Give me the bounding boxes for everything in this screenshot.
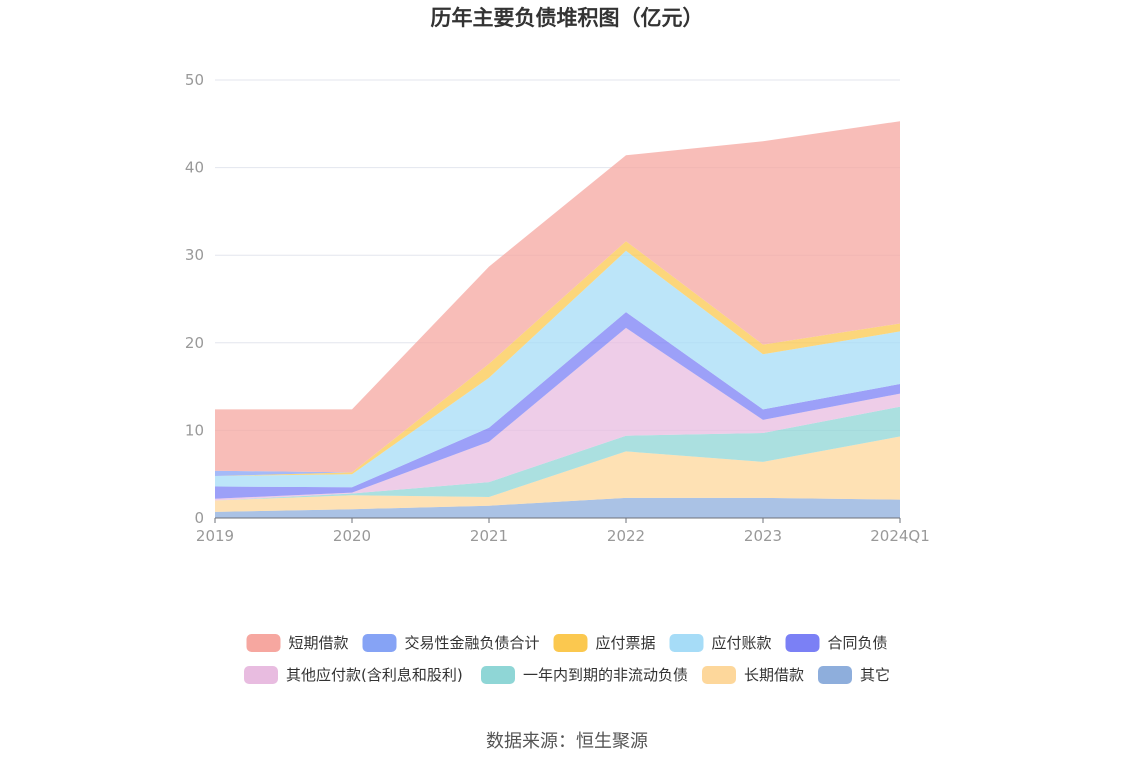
source-note: 数据来源：恒生聚源	[486, 731, 648, 752]
legend-label: 短期借款	[289, 634, 349, 652]
legend-label: 其他应付款(含利息和股利)	[286, 666, 463, 684]
area-series-应付账款[interactable]	[215, 250, 900, 488]
legend-swatch	[481, 666, 515, 684]
x-tick-label: 2023	[744, 527, 782, 545]
y-tick-label: 10	[185, 421, 204, 439]
x-tick-label: 2024Q1	[870, 527, 930, 545]
y-tick-label: 50	[185, 71, 204, 89]
x-tick-label: 2022	[607, 527, 645, 545]
x-tick-label: 2019	[196, 527, 234, 545]
legend-item[interactable]: 合同负债	[785, 634, 888, 652]
legend-item[interactable]: 应付票据	[553, 634, 656, 652]
legend-item[interactable]: 交易性金融负债合计	[362, 634, 540, 652]
area-series-一年内到期的非流动负债[interactable]	[215, 406, 900, 501]
y-tick-label: 40	[185, 159, 204, 177]
legend-item[interactable]: 其他应付款(含利息和股利)	[244, 666, 463, 684]
legend-swatch	[246, 634, 281, 652]
legend-label: 其它	[860, 666, 890, 684]
legend-swatch	[362, 634, 397, 652]
legend-swatch	[702, 666, 736, 684]
legend-label: 应付账款	[712, 634, 772, 652]
y-tick-label: 0	[194, 509, 204, 527]
legend-label: 交易性金融负债合计	[405, 634, 540, 652]
legend-item[interactable]: 一年内到期的非流动负债	[481, 666, 688, 684]
legend-label: 长期借款	[744, 666, 804, 684]
legend-label: 合同负债	[828, 634, 888, 652]
legend-item[interactable]: 应付账款	[669, 634, 772, 652]
x-tick-label: 2020	[333, 527, 371, 545]
legend-item[interactable]: 短期借款	[246, 634, 349, 652]
legend-label: 一年内到期的非流动负债	[523, 666, 688, 684]
area-series-其他应付款(含利息和股利)[interactable]	[215, 327, 900, 501]
area-layer	[215, 121, 900, 518]
x-tick-label: 2021	[470, 527, 508, 545]
y-tick-label: 20	[185, 334, 204, 352]
y-tick-label: 30	[185, 246, 204, 264]
legend-label: 应付票据	[596, 634, 656, 652]
legend-swatch	[244, 666, 278, 684]
area-series-短期借款[interactable]	[215, 121, 900, 473]
legend-swatch	[818, 666, 852, 684]
legend-item[interactable]: 其它	[818, 666, 890, 684]
legend-swatch	[553, 634, 588, 652]
legend-item[interactable]: 长期借款	[702, 666, 804, 684]
chart-title: 历年主要负债堆积图（亿元）	[431, 6, 704, 30]
axis-layer: 0 10 20 30 40 50 2019 2020 2021 2022 2023 2024Q1	[185, 71, 930, 545]
area-series-其它[interactable]	[215, 497, 900, 518]
legend-swatch	[785, 634, 820, 652]
area-series-长期借款[interactable]	[215, 436, 900, 512]
legend-swatch	[669, 634, 704, 652]
